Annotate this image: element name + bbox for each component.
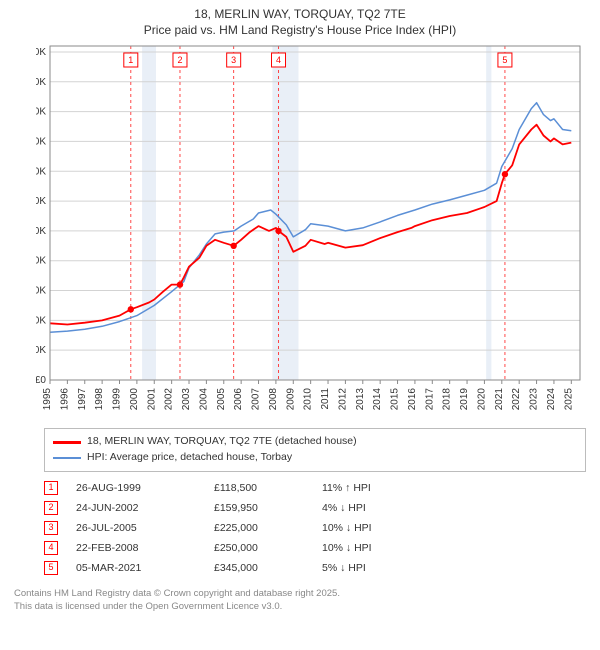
svg-text:2010: 2010 <box>303 388 314 411</box>
svg-text:2007: 2007 <box>251 388 262 411</box>
svg-text:1996: 1996 <box>59 388 70 411</box>
tx-price: £225,000 <box>214 522 304 534</box>
footer: Contains HM Land Registry data © Crown c… <box>14 588 586 614</box>
svg-text:£50K: £50K <box>36 346 46 357</box>
title-line1: 18, MERLIN WAY, TORQUAY, TQ2 7TE <box>0 6 600 22</box>
svg-text:£0: £0 <box>36 375 46 386</box>
tx-delta: 11% ↑ HPI <box>322 482 371 494</box>
title-block: 18, MERLIN WAY, TORQUAY, TQ2 7TE Price p… <box>0 0 600 40</box>
transaction-row: 4 22-FEB-2008 £250,000 10% ↓ HPI <box>44 538 586 558</box>
svg-text:£200K: £200K <box>36 256 46 267</box>
transaction-row: 5 05-MAR-2021 £345,000 5% ↓ HPI <box>44 558 586 578</box>
svg-text:2009: 2009 <box>285 388 296 411</box>
svg-text:£500K: £500K <box>36 77 46 88</box>
transaction-row: 2 24-JUN-2002 £159,950 4% ↓ HPI <box>44 498 586 518</box>
tx-price: £345,000 <box>214 562 304 574</box>
legend-label-1: 18, MERLIN WAY, TORQUAY, TQ2 7TE (detach… <box>87 434 357 450</box>
svg-text:1995: 1995 <box>42 388 53 411</box>
svg-text:2019: 2019 <box>459 388 470 411</box>
svg-text:£450K: £450K <box>36 107 46 118</box>
svg-text:2016: 2016 <box>407 388 418 411</box>
svg-text:2000: 2000 <box>129 388 140 411</box>
svg-text:2015: 2015 <box>390 388 401 411</box>
transaction-row: 1 26-AUG-1999 £118,500 11% ↑ HPI <box>44 478 586 498</box>
svg-text:1997: 1997 <box>77 388 88 411</box>
svg-text:1: 1 <box>128 55 133 65</box>
transaction-table: 1 26-AUG-1999 £118,500 11% ↑ HPI 2 24-JUN-200… <box>44 478 586 578</box>
svg-text:2017: 2017 <box>424 388 435 411</box>
chart-area: £0 £50K £100K £150K £200K £250K £300K £350K £400… <box>36 40 596 420</box>
legend-swatch-2 <box>53 457 81 459</box>
tx-date: 05-MAR-2021 <box>76 562 196 574</box>
footer-line1: Contains HM Land Registry data © Crown c… <box>14 588 586 601</box>
tx-marker: 5 <box>44 561 58 575</box>
svg-text:£150K: £150K <box>36 286 46 297</box>
tx-delta: 4% ↓ HPI <box>322 502 366 514</box>
tx-date: 26-AUG-1999 <box>76 482 196 494</box>
tx-date: 22-FEB-2008 <box>76 542 196 554</box>
svg-text:2020: 2020 <box>476 388 487 411</box>
svg-text:2024: 2024 <box>546 388 557 411</box>
tx-price: £159,950 <box>214 502 304 514</box>
svg-text:2013: 2013 <box>355 388 366 411</box>
legend-swatch-1 <box>53 441 81 444</box>
legend-row-1: 18, MERLIN WAY, TORQUAY, TQ2 7TE (detach… <box>53 434 577 450</box>
svg-text:£350K: £350K <box>36 167 46 178</box>
svg-text:2003: 2003 <box>181 388 192 411</box>
tx-delta: 5% ↓ HPI <box>322 562 366 574</box>
svg-text:5: 5 <box>502 55 507 65</box>
footer-line2: This data is licensed under the Open Gov… <box>14 601 586 614</box>
svg-text:2014: 2014 <box>372 388 383 411</box>
svg-text:2021: 2021 <box>494 388 505 411</box>
chart-svg: £0 £50K £100K £150K £200K £250K £300K £350K £400… <box>36 40 596 420</box>
svg-text:£400K: £400K <box>36 137 46 148</box>
svg-text:2011: 2011 <box>320 388 331 410</box>
transaction-row: 3 26-JUL-2005 £225,000 10% ↓ HPI <box>44 518 586 538</box>
svg-text:2004: 2004 <box>198 388 209 411</box>
svg-text:4: 4 <box>276 55 281 65</box>
legend-label-2: HPI: Average price, detached house, Torb… <box>87 450 292 466</box>
legend: 18, MERLIN WAY, TORQUAY, TQ2 7TE (detach… <box>44 428 586 472</box>
svg-text:£550K: £550K <box>36 47 46 58</box>
tx-date: 24-JUN-2002 <box>76 502 196 514</box>
svg-text:2012: 2012 <box>337 388 348 411</box>
svg-text:2002: 2002 <box>164 388 175 411</box>
tx-delta: 10% ↓ HPI <box>322 542 372 554</box>
tx-delta: 10% ↓ HPI <box>322 522 372 534</box>
chart-container: 18, MERLIN WAY, TORQUAY, TQ2 7TE Price p… <box>0 0 600 650</box>
svg-text:2008: 2008 <box>268 388 279 411</box>
svg-text:£100K: £100K <box>36 316 46 327</box>
tx-price: £250,000 <box>214 542 304 554</box>
legend-row-2: HPI: Average price, detached house, Torb… <box>53 450 577 466</box>
tx-marker: 2 <box>44 501 58 515</box>
svg-text:3: 3 <box>231 55 236 65</box>
svg-text:1999: 1999 <box>112 388 123 411</box>
tx-date: 26-JUL-2005 <box>76 522 196 534</box>
svg-text:2: 2 <box>177 55 182 65</box>
svg-text:2001: 2001 <box>146 388 157 411</box>
svg-text:2025: 2025 <box>563 388 574 411</box>
svg-text:2018: 2018 <box>442 388 453 411</box>
tx-marker: 3 <box>44 521 58 535</box>
svg-text:2005: 2005 <box>216 388 227 411</box>
tx-price: £118,500 <box>214 482 304 494</box>
svg-text:2022: 2022 <box>511 388 522 411</box>
svg-text:2023: 2023 <box>529 388 540 411</box>
svg-text:1998: 1998 <box>94 388 105 411</box>
tx-marker: 1 <box>44 481 58 495</box>
svg-text:£300K: £300K <box>36 196 46 207</box>
svg-text:£250K: £250K <box>36 226 46 237</box>
svg-text:2006: 2006 <box>233 388 244 411</box>
tx-marker: 4 <box>44 541 58 555</box>
title-line2: Price paid vs. HM Land Registry's House … <box>0 22 600 38</box>
